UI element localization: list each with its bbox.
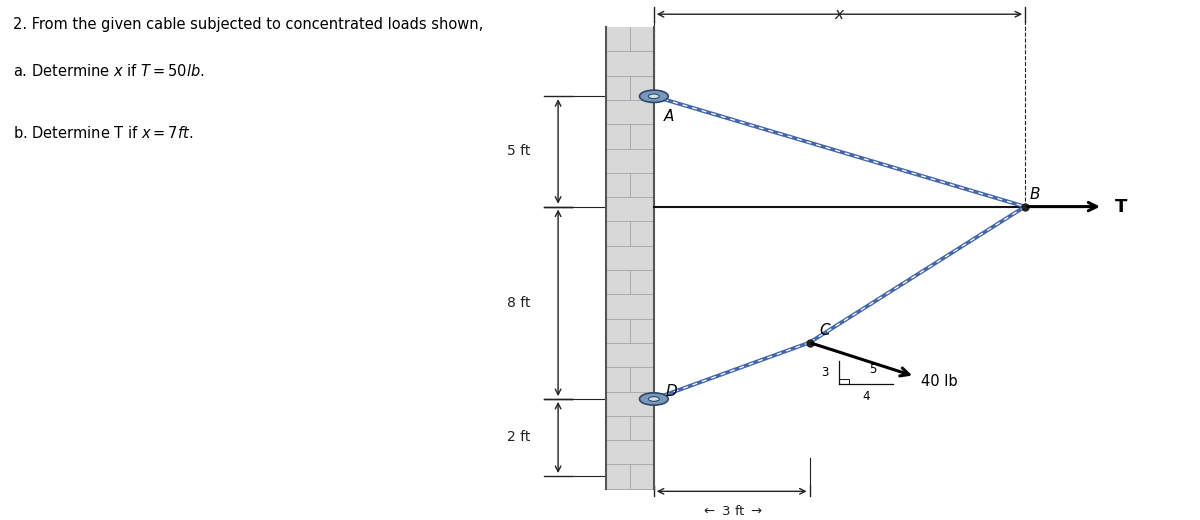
Circle shape [648,397,659,401]
Text: 2 ft: 2 ft [506,431,530,445]
Text: T: T [1115,198,1127,216]
Text: B: B [1030,187,1040,202]
Text: a. Determine $x$ if $T = 50lb$.: a. Determine $x$ if $T = 50lb$. [13,63,205,79]
Text: C: C [820,323,829,338]
Circle shape [640,393,668,405]
Text: 5: 5 [869,363,876,376]
Text: 8 ft: 8 ft [506,296,530,310]
Text: $x$: $x$ [834,7,845,22]
Text: 4: 4 [863,390,870,403]
Text: D: D [666,384,678,399]
Text: 40 lb: 40 lb [920,374,958,388]
Circle shape [640,90,668,102]
Text: $\leftarrow$ 3 ft $\rightarrow$: $\leftarrow$ 3 ft $\rightarrow$ [701,504,763,518]
Text: 2. From the given cable subjected to concentrated loads shown,: 2. From the given cable subjected to con… [13,17,484,32]
Bar [606,27,654,489]
Text: b. Determine T if $x = 7ft$.: b. Determine T if $x = 7ft$. [13,124,193,140]
Text: 3: 3 [821,366,829,379]
Text: 5 ft: 5 ft [506,145,530,159]
Text: A: A [664,109,674,124]
Circle shape [648,94,659,99]
